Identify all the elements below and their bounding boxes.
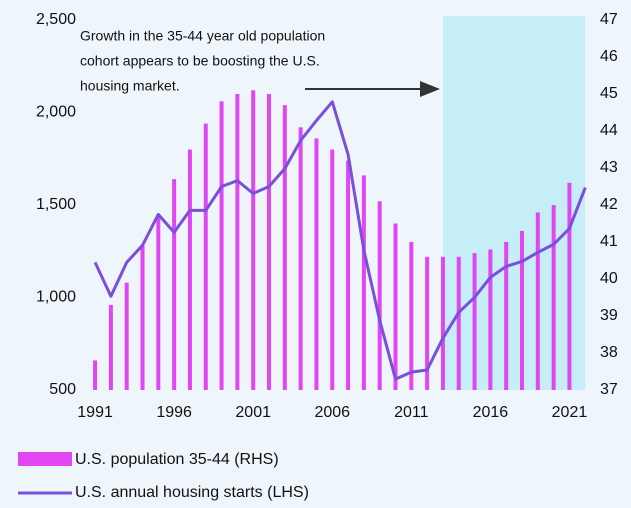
bar (235, 94, 240, 390)
x-tick-label: 2016 (473, 404, 509, 421)
y2-tick-label: 39 (600, 307, 618, 324)
y-tick-label: 1,500 (36, 196, 76, 213)
bar (504, 242, 509, 390)
bar (93, 360, 98, 390)
bar (330, 149, 335, 390)
bar (425, 256, 430, 390)
bar (108, 304, 113, 390)
bar (203, 123, 208, 390)
bar (456, 256, 461, 390)
bar (314, 138, 319, 390)
bar (124, 282, 129, 390)
bar (298, 127, 303, 391)
y2-tick-label: 41 (600, 233, 618, 250)
y2-tick-label: 47 (600, 11, 618, 28)
bar (361, 175, 366, 390)
y2-tick-label: 46 (600, 48, 618, 65)
bar (472, 253, 477, 390)
y-tick-label: 2,500 (36, 11, 76, 28)
annotation: cohort appears to be boosting the U.S. (80, 53, 320, 69)
bar (267, 94, 272, 390)
bar (156, 216, 161, 390)
x-tick-label: 1996 (156, 404, 192, 421)
bar (535, 212, 540, 390)
legend-label: U.S. population 35-44 (RHS) (75, 451, 279, 468)
bar (346, 160, 351, 390)
forecast-region (442, 16, 586, 390)
y2-tick-label: 45 (600, 85, 618, 102)
x-tick-label: 2001 (235, 404, 271, 421)
annotation: housing market. (80, 78, 180, 94)
y2-tick-label: 37 (600, 381, 618, 398)
bar (219, 101, 224, 391)
bar (187, 149, 192, 390)
bar (409, 242, 414, 390)
x-tick-label: 2006 (314, 404, 350, 421)
bar (393, 223, 398, 390)
y-tick-label: 1,000 (36, 289, 76, 306)
bar (172, 179, 177, 390)
bar (440, 256, 445, 390)
bar (520, 230, 525, 390)
line (93, 100, 587, 381)
bar (488, 249, 493, 390)
y2-tick-label: 44 (600, 122, 618, 139)
x-tick-label: 1991 (77, 404, 113, 421)
y2-tick-label: 38 (600, 344, 618, 361)
legend-swatch (18, 452, 72, 466)
bar (567, 182, 572, 390)
y2-tick-label: 43 (600, 159, 618, 176)
bar (251, 90, 256, 391)
y2-tick-label: 40 (600, 270, 618, 287)
bar (551, 205, 556, 390)
legend-label: U.S. annual housing starts (LHS) (75, 484, 309, 501)
x-tick-label: 2011 (394, 404, 429, 421)
y2-tick-label: 42 (600, 196, 618, 213)
x-tick-label: 2021 (552, 404, 588, 421)
annotation: Growth in the 35-44 year old population (80, 28, 325, 44)
bar (282, 105, 287, 390)
bar (140, 245, 145, 390)
bar (377, 201, 382, 390)
y-tick-label: 2,000 (36, 104, 76, 121)
y-tick-label: 500 (49, 381, 76, 398)
